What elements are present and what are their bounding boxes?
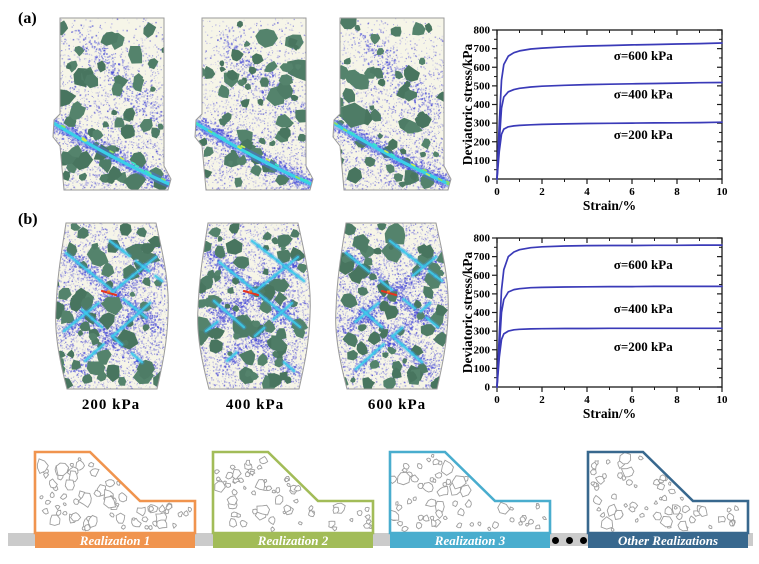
series-annotation: σ=200 kPa (614, 127, 673, 142)
y-tick-label: 0 (485, 174, 491, 186)
series-annotation: σ=400 kPa (614, 86, 673, 101)
ellipsis-dots (552, 535, 587, 545)
ellipsis-dot (566, 536, 573, 544)
stress-strain-chart-b: 0 2 4 6 8 100100200300400500600700800Strain/%… (461, 233, 729, 422)
plot-frame (496, 237, 723, 388)
y-tick-label: 500 (474, 288, 491, 300)
y-tick-label: 0 (485, 382, 491, 394)
stress-strain-chart-a: 0 2 4 6 8 100100200300400500600700800Strain/%… (461, 25, 729, 214)
realization-banner-1: Realization 1 (35, 533, 195, 548)
specimen-caption-600kpa: 600 kPa (367, 397, 427, 413)
realization-label-2: Realization 2 (257, 532, 329, 548)
series-line (496, 81, 723, 180)
series-line (496, 244, 723, 388)
y-axis-title: Deviatoric stress/kPa (461, 43, 475, 165)
series-line (496, 42, 723, 180)
series-annotation: σ=400 kPa (614, 301, 673, 316)
y-tick-label: 100 (474, 363, 491, 375)
series-line (496, 121, 723, 180)
specimen-b-600kpa (330, 221, 452, 393)
y-tick-label: 700 (474, 251, 491, 263)
y-tick-label: 500 (474, 80, 491, 92)
x-tick-label: 6 (629, 186, 635, 198)
x-tick-label: 4 (584, 394, 590, 406)
x-tick-label: 8 (674, 186, 680, 198)
specimen-caption-400kpa: 400 kPa (225, 397, 285, 413)
x-tick-label: 0 (494, 186, 500, 198)
x-tick-label: 0 (494, 394, 500, 406)
specimen-a-400kpa (192, 16, 314, 194)
ellipsis-dot (552, 536, 559, 544)
x-axis-title: Strain/% (583, 406, 636, 421)
y-tick-label: 100 (474, 155, 491, 167)
slope-model-canvas-1 (33, 450, 197, 536)
x-tick-label: 10 (717, 394, 729, 406)
y-tick-label: 600 (474, 270, 491, 282)
realization-label-3: Realization 3 (434, 532, 506, 548)
plot-frame (496, 29, 723, 180)
y-tick-label: 200 (474, 136, 491, 148)
specimen-b-200kpa (50, 221, 172, 393)
realization-panel-2: Realization 2 (211, 450, 375, 548)
panel-a-label: (a) (18, 10, 37, 27)
panel-b-label: (b) (18, 211, 38, 228)
x-tick-label: 6 (629, 394, 635, 406)
realization-panel-3: Realization 3 (388, 450, 552, 548)
x-tick-label: 2 (539, 186, 545, 198)
slope-model-canvas-2 (211, 450, 375, 536)
ellipsis-dot (580, 536, 587, 544)
x-tick-label: 4 (584, 186, 590, 198)
y-tick-label: 400 (474, 307, 491, 319)
y-tick-label: 600 (474, 62, 491, 74)
y-tick-label: 800 (474, 233, 491, 245)
y-tick-label: 800 (474, 25, 491, 37)
x-tick-label: 10 (717, 186, 729, 198)
series-line (496, 327, 723, 388)
specimen-a-600kpa (330, 16, 452, 194)
realization-banner-4: Other Realizations (588, 533, 748, 548)
y-tick-label: 300 (474, 118, 491, 130)
realization-panel-1: Realization 1 (33, 450, 197, 548)
y-tick-label: 200 (474, 344, 491, 356)
realization-banner-3: Realization 3 (390, 533, 550, 548)
series-annotation: σ=600 kPa (614, 257, 673, 272)
y-tick-label: 300 (474, 326, 491, 338)
y-tick-label: 700 (474, 43, 491, 55)
specimen-b-400kpa (192, 221, 314, 393)
specimen-a-200kpa (50, 16, 172, 194)
x-tick-label: 8 (674, 394, 680, 406)
y-axis-title: Deviatoric stress/kPa (461, 251, 475, 373)
y-tick-label: 400 (474, 99, 491, 111)
realization-label-1: Realization 1 (79, 532, 151, 548)
slope-model-canvas-4 (586, 450, 750, 536)
x-tick-label: 2 (539, 394, 545, 406)
realization-banner-2: Realization 2 (213, 533, 373, 548)
series-annotation: σ=200 kPa (614, 339, 673, 354)
realization-panel-4: Other Realizations (586, 450, 750, 548)
specimen-caption-200kpa: 200 kPa (81, 397, 141, 413)
realization-label-4: Other Realizations (617, 532, 719, 548)
series-annotation: σ=600 kPa (614, 48, 673, 63)
slope-model-canvas-3 (388, 450, 552, 536)
series-line (496, 285, 723, 388)
x-axis-title: Strain/% (583, 198, 636, 213)
